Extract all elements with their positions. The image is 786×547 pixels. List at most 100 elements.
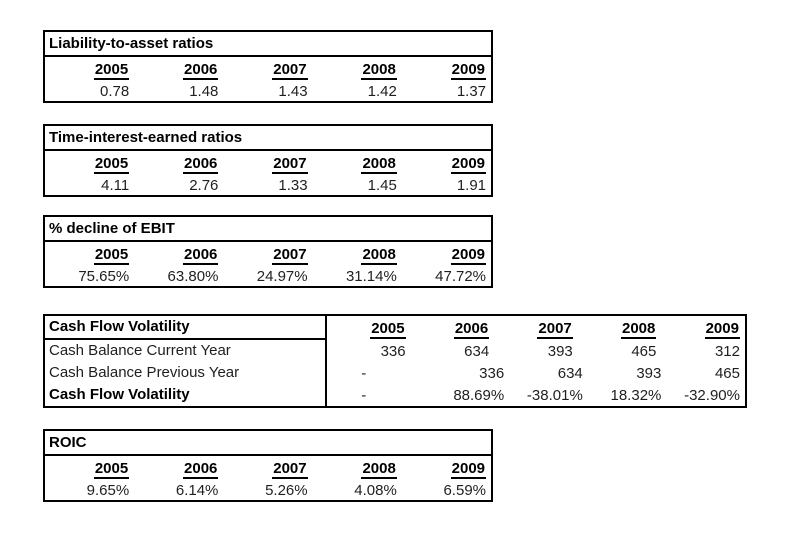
value-row: 4.11 2.76 1.33 1.45 1.91 (45, 175, 491, 195)
year-header: 2007 (223, 155, 312, 174)
value-cell: 5.26% (265, 481, 308, 499)
year-header: 2006 (134, 155, 223, 174)
year-header: 2009 (402, 155, 491, 174)
table-title: Liability-to-asset ratios (45, 32, 491, 57)
value-cell: -32.90% (684, 386, 740, 404)
year-header-row: 2005 2006 2007 2008 2009 (45, 57, 491, 81)
year-label: 2006 (183, 60, 219, 80)
table-title: Cash Flow Volatility (45, 316, 325, 340)
year-label: 2005 (370, 319, 406, 339)
value-cell: - (361, 386, 367, 404)
value-cell: 2.76 (189, 176, 219, 194)
year-header-row: 2005 2006 2007 2008 2009 (45, 456, 491, 480)
table-title: ROIC (45, 431, 491, 456)
value-cell: 634 (464, 342, 490, 360)
year-label: 2006 (183, 245, 219, 265)
value-cell: 312 (714, 342, 740, 360)
value-cell: 4.11 (101, 176, 130, 194)
year-header: 2007 (223, 460, 312, 479)
year-label: 2009 (704, 319, 740, 339)
year-header: 2009 (402, 61, 491, 80)
year-label: 2007 (272, 154, 308, 174)
value-cell: 336 (380, 342, 406, 360)
year-header: 2006 (134, 246, 223, 265)
table-title: Time-interest-earned ratios (45, 126, 491, 151)
year-header: 2009 (402, 460, 491, 479)
value-cell: 393 (636, 364, 662, 382)
year-label: 2007 (272, 459, 308, 479)
year-label: 2005 (93, 154, 130, 174)
year-label: 2007 (272, 245, 308, 265)
year-label: 2005 (93, 60, 130, 80)
year-header-row: 2005 2006 2007 2008 2009 (45, 151, 491, 175)
value-cell: 18.32% (610, 386, 662, 404)
row-label-column: Cash Flow Volatility Cash Balance Curren… (45, 316, 327, 406)
year-label: 2009 (450, 154, 487, 174)
year-header: 2008 (578, 320, 662, 339)
value-cell: 1.48 (189, 82, 219, 100)
value-cell: 4.08% (354, 481, 397, 499)
value-row: 9.65% 6.14% 5.26% 4.08% 6.59% (45, 480, 491, 500)
value-cell: 465 (714, 364, 740, 382)
year-label: 2008 (621, 319, 657, 339)
year-label: 2006 (453, 319, 490, 339)
year-label: 2008 (361, 154, 397, 174)
row-label: Cash Flow Volatility (49, 386, 190, 403)
time-interest-earned-table: Time-interest-earned ratios 2005 2006 20… (43, 124, 493, 197)
year-header: 2006 (411, 320, 495, 339)
value-cell: 0.78 (100, 82, 130, 100)
value-row: - 336 634 393 465 (327, 362, 745, 384)
value-cell: 336 (479, 364, 505, 382)
value-cell: 9.65% (86, 481, 130, 499)
year-header: 2009 (661, 320, 745, 339)
value-row: 0.78 1.48 1.43 1.42 1.37 (45, 81, 491, 101)
value-cell: 88.69% (453, 386, 505, 404)
year-header-row: 2005 2006 2007 2008 2009 (45, 242, 491, 266)
year-header: 2005 (45, 155, 134, 174)
value-cell: 1.42 (367, 82, 397, 100)
value-cell: 63.80% (167, 267, 219, 285)
value-cell: 1.37 (456, 82, 487, 100)
value-cell: 634 (557, 364, 583, 382)
liability-to-asset-table: Liability-to-asset ratios 2005 2006 2007… (43, 30, 493, 103)
value-cell: 75.65% (78, 267, 130, 285)
value-row: 336 634 393 465 312 (327, 340, 745, 362)
year-header: 2006 (134, 61, 223, 80)
value-cell: 1.45 (367, 176, 397, 194)
year-header: 2008 (313, 460, 402, 479)
value-cell: -38.01% (526, 386, 583, 404)
value-cell: 6.59% (443, 481, 487, 499)
roic-table: ROIC 2005 2006 2007 2008 2009 9.65% 6.14… (43, 429, 493, 502)
year-header: 2005 (45, 460, 134, 479)
year-label: 2008 (361, 245, 397, 265)
value-row: - 88.69% -38.01% 18.32% -32.90% (327, 384, 745, 406)
year-label: 2005 (93, 245, 130, 265)
year-label: 2005 (93, 459, 130, 479)
year-header: 2007 (494, 320, 578, 339)
year-header: 2008 (313, 155, 402, 174)
value-cell: 47.72% (435, 267, 487, 285)
year-header: 2009 (402, 246, 491, 265)
year-label: 2008 (361, 459, 397, 479)
cash-flow-volatility-table: Cash Flow Volatility Cash Balance Curren… (43, 314, 747, 408)
year-header: 2005 (45, 61, 134, 80)
year-label: 2007 (537, 319, 573, 339)
year-header: 2005 (327, 320, 411, 339)
table-title: % decline of EBIT (45, 217, 491, 242)
value-cell: 1.91 (456, 176, 487, 194)
value-cell: 1.43 (278, 82, 308, 100)
value-cell: 465 (631, 342, 657, 360)
year-header: 2007 (223, 246, 312, 265)
year-header: 2005 (45, 246, 134, 265)
ebit-decline-table: % decline of EBIT 2005 2006 2007 2008 20… (43, 215, 493, 288)
year-header: 2008 (313, 61, 402, 80)
year-label: 2009 (450, 459, 487, 479)
value-cell: 1.33 (278, 176, 308, 194)
year-header-row: 2005 2006 2007 2008 2009 (327, 316, 745, 340)
year-label: 2006 (183, 154, 219, 174)
data-column-group: 2005 2006 2007 2008 2009 336 634 393 465… (327, 316, 745, 406)
year-label: 2009 (450, 60, 487, 80)
value-cell: 6.14% (175, 481, 219, 499)
year-header: 2007 (223, 61, 312, 80)
value-cell: 393 (547, 342, 573, 360)
